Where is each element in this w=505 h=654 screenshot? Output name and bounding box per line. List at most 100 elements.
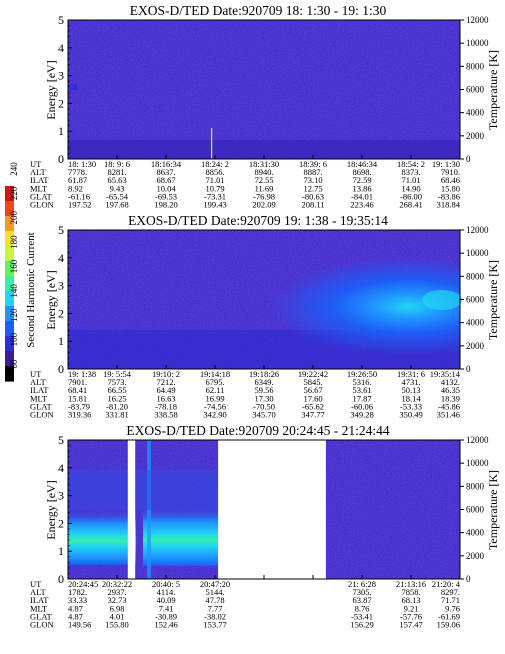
table-cell: 155.80 <box>105 620 128 630</box>
table-cell: 18: 1:30 <box>68 159 96 169</box>
table-row-label: GLON <box>30 410 54 420</box>
table-cell: 7778. <box>68 167 87 177</box>
table-cell: 15.81 <box>68 393 87 403</box>
table-cell: 345.70 <box>252 410 275 420</box>
table-cell: 6795. <box>205 377 224 387</box>
table-row-label: UT <box>30 369 42 379</box>
table-cell: 18: 9: 6 <box>104 159 130 169</box>
y-tick-label: 1 <box>58 334 64 348</box>
y2-tick-label: 8000 <box>466 271 485 281</box>
panel-3-ylabel: Energy [eV] <box>44 480 58 539</box>
table-cell: 32.73 <box>107 595 126 605</box>
table-cell: -61.16 <box>68 191 90 201</box>
table-cell: 197.68 <box>105 200 128 210</box>
table-cell: 19: 5:54 <box>103 369 132 379</box>
table-cell: 4114. <box>157 587 176 597</box>
colorbar-swatch <box>5 291 14 307</box>
colorbar-swatch <box>5 336 14 352</box>
panel-3-upper-glow <box>68 470 228 510</box>
table-cell: 149.56 <box>68 620 91 630</box>
table-cell: 63.87 <box>352 595 371 605</box>
table-cell: 71.01 <box>205 175 224 185</box>
y2-tick-label: 2000 <box>466 341 485 351</box>
y2-tick-label: 12000 <box>466 225 489 235</box>
table-cell: 8.92 <box>68 183 83 193</box>
table-cell: 7212. <box>156 377 175 387</box>
table-cell: 13.86 <box>352 183 371 193</box>
table-cell: 18.14 <box>401 393 421 403</box>
table-cell: 17.60 <box>303 393 322 403</box>
table-cell: 19:22:42 <box>298 369 328 379</box>
y2-tick-label: 10000 <box>466 38 489 48</box>
table-cell: 7305. <box>352 587 371 597</box>
table-cell: 20:40: 5 <box>152 579 180 589</box>
colorbar-tick-label: 180 <box>9 235 19 249</box>
table-cell: -60.06 <box>351 401 373 411</box>
table-cell: 21:20: 4 <box>432 579 461 589</box>
panel-2-title: EXOS-D/TED Date:920709 19: 1:38 - 19:35:… <box>128 213 388 228</box>
colorbar-label: Second Harmonic Current <box>25 232 37 347</box>
panel-1-ylabel: Energy [eV] <box>44 60 58 119</box>
table-cell: 6349. <box>254 377 273 387</box>
table-row-label: MLT <box>30 393 48 403</box>
y-tick-label: 4 <box>58 251 64 265</box>
table-cell: 18:24: 2 <box>201 159 229 169</box>
table-cell: 64.49 <box>156 385 175 395</box>
table-cell: 199.43 <box>203 200 226 210</box>
table-cell: 18:46:34 <box>347 159 378 169</box>
table-cell: 19:35:14 <box>430 369 461 379</box>
table-cell: 17.87 <box>352 393 371 403</box>
table-row-label: ALT <box>30 587 47 597</box>
table-cell: 19:14:18 <box>200 369 230 379</box>
table-cell: 1782. <box>68 587 87 597</box>
table-cell: 59.56 <box>254 385 273 395</box>
table-cell: -84.01 <box>351 191 373 201</box>
y2-tick-label: 6000 <box>466 295 485 305</box>
table-cell: 7858. <box>401 587 420 597</box>
y-tick-label: 1 <box>58 124 64 138</box>
table-cell: 16.25 <box>107 393 126 403</box>
y-tick-label: 0 <box>58 572 64 586</box>
y-tick-label: 5 <box>58 13 64 27</box>
table-cell: 11.69 <box>255 183 274 193</box>
table-cell: 6.98 <box>110 603 125 613</box>
colorbar-swatch <box>5 321 14 337</box>
colorbar: 240 220 200 180 160 140 120 100 80 Second Harmon… <box>5 162 37 382</box>
panel-1-y2label: Temperature [K] <box>486 50 500 130</box>
table-cell: 56.67 <box>303 385 322 395</box>
colorbar-swatch <box>5 186 14 202</box>
colorbar-tick-label: 80 <box>9 359 19 369</box>
table-cell: 8698. <box>352 167 371 177</box>
panel-3-plot <box>68 440 460 579</box>
table-cell: 19:26:50 <box>347 369 377 379</box>
y-tick-label: 4 <box>58 41 64 55</box>
y2-tick-label: 6000 <box>466 85 485 95</box>
table-cell: 223.46 <box>350 200 373 210</box>
table-cell: 47.78 <box>205 595 224 605</box>
table-cell: -38.02 <box>204 611 226 621</box>
panel-2-y2label: Temperature [K] <box>486 260 500 340</box>
table-cell: 10.04 <box>156 183 176 193</box>
table-cell: 19:31: 6 <box>397 369 425 379</box>
table-cell: 202.09 <box>252 200 275 210</box>
panel-3-band-a <box>68 511 136 565</box>
table-row-label: MLT <box>30 603 48 613</box>
table-cell: -45.86 <box>438 401 460 411</box>
table-cell: 8297. <box>441 587 460 597</box>
table-cell: 198.20 <box>154 200 177 210</box>
table-cell: 197.52 <box>68 200 91 210</box>
table-cell: 8.76 <box>355 603 370 613</box>
table-cell: -30.89 <box>155 611 177 621</box>
table-cell: 157.47 <box>399 620 422 630</box>
table-cell: -73.31 <box>204 191 226 201</box>
y2-tick-label: 4000 <box>466 528 485 538</box>
panel-2-plot <box>68 230 462 369</box>
table-cell: 8856. <box>205 167 224 177</box>
table-cell: 72.55 <box>254 175 273 185</box>
colorbar-swatch <box>5 216 14 232</box>
table-cell: 18:16:34 <box>151 159 182 169</box>
table-cell: 68.41 <box>68 385 87 395</box>
panel-1-noise <box>68 20 460 159</box>
table-cell: 68.13 <box>401 595 420 605</box>
table-cell: -83.79 <box>68 401 90 411</box>
